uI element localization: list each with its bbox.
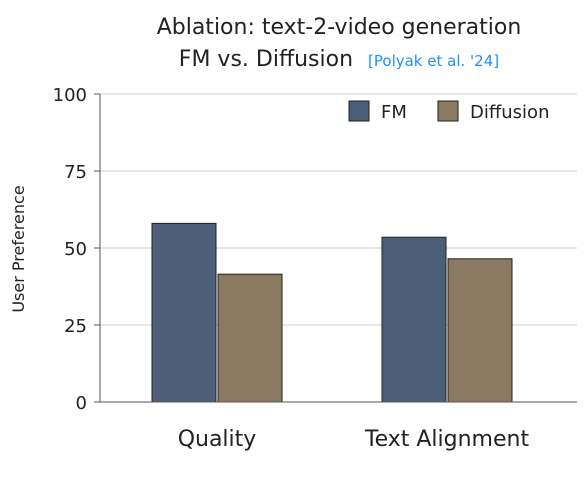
x-axis-ticks: Quality Text Alignment	[178, 427, 530, 452]
chart-citation: [Polyak et al. '24]	[368, 52, 499, 70]
legend-label-fm: FM	[381, 102, 407, 123]
chart-title-line2: FM vs. Diffusion [Polyak et al. '24]	[179, 47, 499, 72]
x-tick-label-text-alignment: Text Alignment	[364, 427, 530, 452]
y-tick-label-4: 100	[53, 85, 87, 106]
y-tick-label-1: 25	[64, 316, 87, 337]
legend-label-diffusion: Diffusion	[470, 102, 549, 123]
bar-fm-quality	[151, 222, 217, 403]
y-axis-label: User Preference	[9, 185, 28, 312]
x-tick-label-quality: Quality	[178, 427, 257, 452]
chart-title-line1: Ablation: text-2-video generation	[157, 15, 522, 40]
axes	[99, 94, 577, 403]
legend-swatch-diffusion	[437, 100, 459, 122]
y-tick-label-0: 0	[76, 393, 87, 414]
chart-title: Ablation: text-2-video generation FM vs.…	[157, 15, 522, 72]
y-axis-ticks: 0 25 50 75 100	[53, 85, 100, 414]
legend-swatch-fm	[348, 100, 370, 122]
y-tick-label-2: 50	[64, 239, 87, 260]
bar-diffusion-text-alignment	[447, 258, 513, 403]
legend: FM Diffusion	[348, 100, 549, 123]
chart-title-main: FM vs. Diffusion	[179, 47, 353, 72]
bars	[151, 222, 513, 403]
bar-fm-text-alignment	[381, 236, 447, 403]
bar-diffusion-quality	[217, 273, 283, 403]
y-tick-label-3: 75	[64, 162, 87, 183]
